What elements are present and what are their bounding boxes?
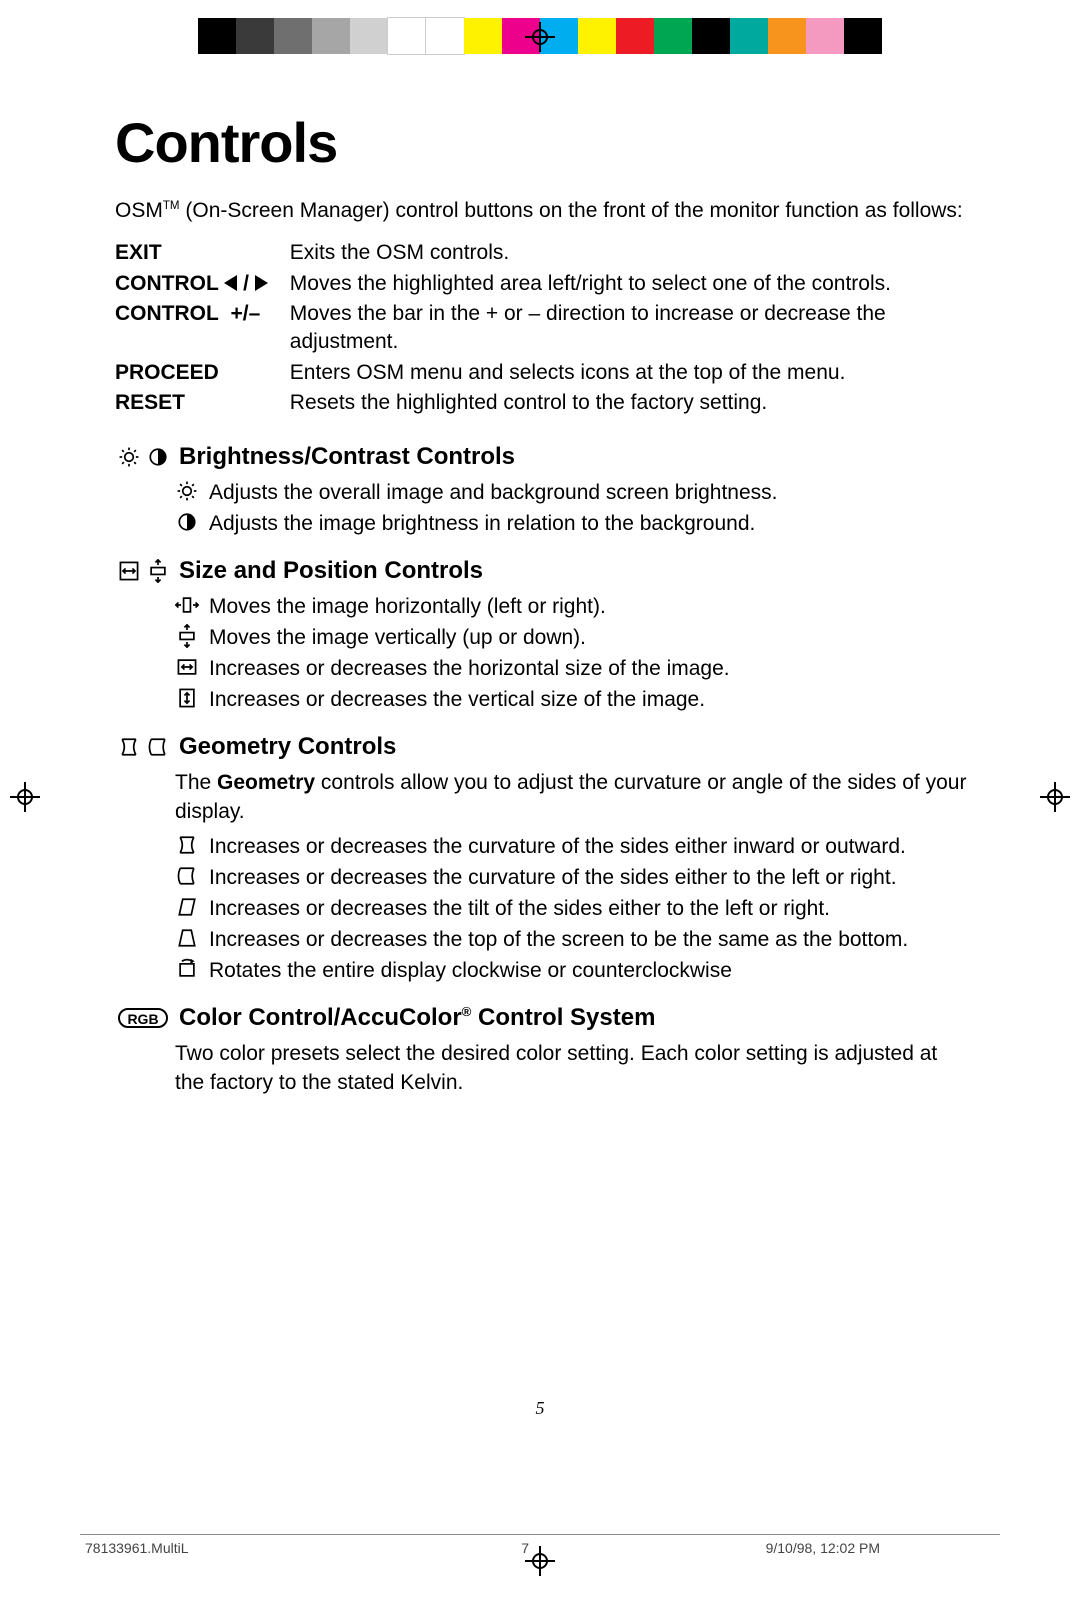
brightness-icon	[117, 445, 141, 469]
section: Color Control/AccuColor® Control System T…	[115, 1004, 967, 1098]
footer-sheet-num: 7	[521, 1540, 529, 1556]
control-item: Increases or decreases the curvature of …	[175, 833, 967, 862]
section-items: Adjusts the overall image and background…	[115, 479, 967, 539]
heading-icons	[115, 1006, 171, 1030]
item-text: Increases or decreases the curvature of …	[209, 864, 897, 893]
controls-table: EXIT Exits the OSM controls.CONTROL / Mo…	[115, 239, 967, 419]
section: Geometry Controls The Geometry controls a…	[115, 733, 967, 986]
section-title: Geometry Controls	[179, 733, 396, 761]
section-heading: Size and Position Controls	[115, 557, 967, 585]
item-text: Increases or decreases the top of the sc…	[209, 926, 908, 955]
intro-text: OSMTM (On-Screen Manager) control button…	[115, 197, 967, 225]
control-label: CONTROL +/–	[115, 300, 290, 359]
vpos-icon	[175, 624, 199, 648]
section-items: Increases or decreases the curvature of …	[115, 833, 967, 986]
control-desc: Moves the bar in the + or – direction to…	[290, 300, 967, 359]
section-description: The Geometry controls allow you to adjus…	[115, 769, 967, 827]
registration-mark-left-icon	[10, 782, 40, 812]
vpos-icon	[146, 559, 170, 583]
control-label: EXIT	[115, 239, 290, 269]
section-heading: Geometry Controls	[115, 733, 967, 761]
item-text: Increases or decreases the vertical size…	[209, 686, 705, 715]
footer-timestamp: 9/10/98, 12:02 PM	[766, 1540, 880, 1556]
registration-mark-bottom-icon	[525, 1546, 555, 1576]
item-text: Moves the image vertically (up or down).	[209, 624, 586, 653]
item-text: Increases or decreases the curvature of …	[209, 833, 906, 862]
control-item: Moves the image horizontally (left or ri…	[175, 593, 967, 622]
control-item: Increases or decreases the tilt of the s…	[175, 895, 967, 924]
registration-mark-top-icon	[525, 22, 555, 52]
item-text: Increases or decreases the tilt of the s…	[209, 895, 830, 924]
heading-icons	[115, 559, 171, 583]
heading-icons	[115, 735, 171, 759]
item-text: Rotates the entire display clockwise or …	[209, 957, 732, 986]
section-title: Color Control/AccuColor® Control System	[179, 1004, 655, 1032]
control-item: Increases or decreases the vertical size…	[175, 686, 967, 715]
footer-doc-id: 78133961.MultiL	[85, 1540, 189, 1556]
control-desc: Moves the highlighted area left/right to…	[290, 270, 967, 300]
section: Brightness/Contrast Controls Adjusts the…	[115, 443, 967, 539]
control-item: Adjusts the overall image and background…	[175, 479, 967, 508]
hsize-icon	[175, 655, 199, 679]
section-description: Two color presets select the desired col…	[115, 1040, 967, 1098]
section-items: Moves the image horizontally (left or ri…	[115, 593, 967, 715]
pincushion-icon	[117, 735, 141, 759]
control-item: Increases or decreases the top of the sc…	[175, 926, 967, 955]
rotate-icon	[175, 957, 199, 981]
section-heading: Color Control/AccuColor® Control System	[115, 1004, 967, 1032]
control-item: Moves the image vertically (up or down).	[175, 624, 967, 653]
control-row: CONTROL +/– Moves the bar in the + or – …	[115, 300, 967, 359]
pincushion-icon	[175, 833, 199, 857]
hpos-icon	[175, 593, 199, 617]
rgb-icon	[118, 1006, 168, 1030]
page-title: Controls	[115, 110, 967, 175]
control-desc: Enters OSM menu and selects icons at the…	[290, 359, 967, 389]
control-label: RESET	[115, 389, 290, 419]
brightness-icon	[175, 479, 199, 503]
trapezoid-icon	[175, 926, 199, 950]
control-row: RESET Resets the highlighted control to …	[115, 389, 967, 419]
control-row: EXIT Exits the OSM controls.	[115, 239, 967, 269]
control-item: Adjusts the image brightness in relation…	[175, 510, 967, 539]
parallel-icon	[175, 895, 199, 919]
hpos-box-icon	[117, 559, 141, 583]
item-text: Moves the image horizontally (left or ri…	[209, 593, 606, 622]
vsize-icon	[175, 686, 199, 710]
item-text: Adjusts the overall image and background…	[209, 479, 778, 508]
contrast-icon	[146, 445, 170, 469]
contrast-icon	[175, 510, 199, 534]
item-text: Increases or decreases the horizontal si…	[209, 655, 730, 684]
control-label: PROCEED	[115, 359, 290, 389]
section: Size and Position Controls Moves the ima…	[115, 557, 967, 715]
control-item: Increases or decreases the curvature of …	[175, 864, 967, 893]
control-item: Increases or decreases the horizontal si…	[175, 655, 967, 684]
heading-icons	[115, 445, 171, 469]
page-number: 5	[0, 1398, 1080, 1419]
control-desc: Resets the highlighted control to the fa…	[290, 389, 967, 419]
control-desc: Exits the OSM controls.	[290, 239, 967, 269]
section-title: Size and Position Controls	[179, 557, 483, 585]
control-row: PROCEED Enters OSM menu and selects icon…	[115, 359, 967, 389]
section-title: Brightness/Contrast Controls	[179, 443, 515, 471]
pinbalance-icon	[146, 735, 170, 759]
section-heading: Brightness/Contrast Controls	[115, 443, 967, 471]
registration-mark-right-icon	[1040, 782, 1070, 812]
control-label: CONTROL /	[115, 270, 290, 300]
pinbalance-icon	[175, 864, 199, 888]
control-item: Rotates the entire display clockwise or …	[175, 957, 967, 986]
page-content: Controls OSMTM (On-Screen Manager) contr…	[115, 110, 967, 1104]
control-row: CONTROL / Moves the highlighted area lef…	[115, 270, 967, 300]
item-text: Adjusts the image brightness in relation…	[209, 510, 755, 539]
